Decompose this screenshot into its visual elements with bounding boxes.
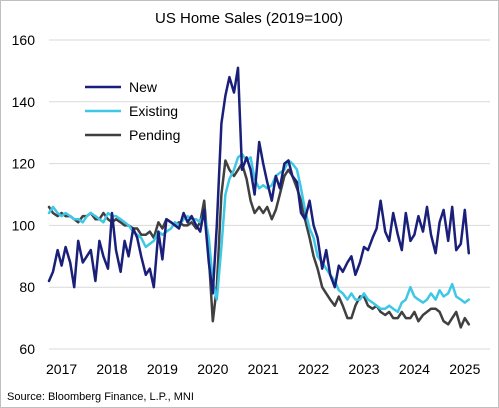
legend: New Existing Pending: [85, 79, 180, 143]
x-tick-label: 2024: [399, 361, 430, 377]
x-tick-label: 2021: [248, 361, 279, 377]
series-line-pending: [47, 159, 471, 329]
x-tick-label: 2019: [147, 361, 178, 377]
chart-title: US Home Sales (2019=100): [155, 10, 343, 27]
x-tick-label: 2022: [298, 361, 329, 377]
legend-label-pending: Pending: [129, 127, 180, 143]
series-line-new: [47, 66, 471, 295]
y-tick-label: 80: [19, 279, 35, 295]
y-tick-label: 140: [12, 94, 36, 110]
x-tick-label: 2020: [197, 361, 228, 377]
x-tick-label: 2025: [449, 361, 480, 377]
series-lines: [47, 66, 471, 329]
gridlines: [49, 39, 490, 350]
x-axis-ticks: 2017 2018 2019 2020 2021 2022 2023 2024 2025: [46, 361, 481, 377]
y-tick-label: 60: [19, 341, 35, 357]
legend-label-existing: Existing: [129, 103, 178, 119]
y-axis-ticks: 60 80 100 120 140 160: [12, 32, 36, 357]
legend-label-new: New: [129, 79, 158, 95]
series-line-existing: [47, 153, 471, 314]
y-tick-label: 100: [12, 217, 36, 233]
x-tick-label: 2018: [96, 361, 127, 377]
x-tick-label: 2017: [46, 361, 77, 377]
y-tick-label: 120: [12, 156, 36, 172]
x-tick-label: 2023: [348, 361, 379, 377]
y-tick-label: 160: [12, 32, 36, 48]
source-note: Source: Bloomberg Finance, L.P., MNI: [7, 391, 194, 403]
